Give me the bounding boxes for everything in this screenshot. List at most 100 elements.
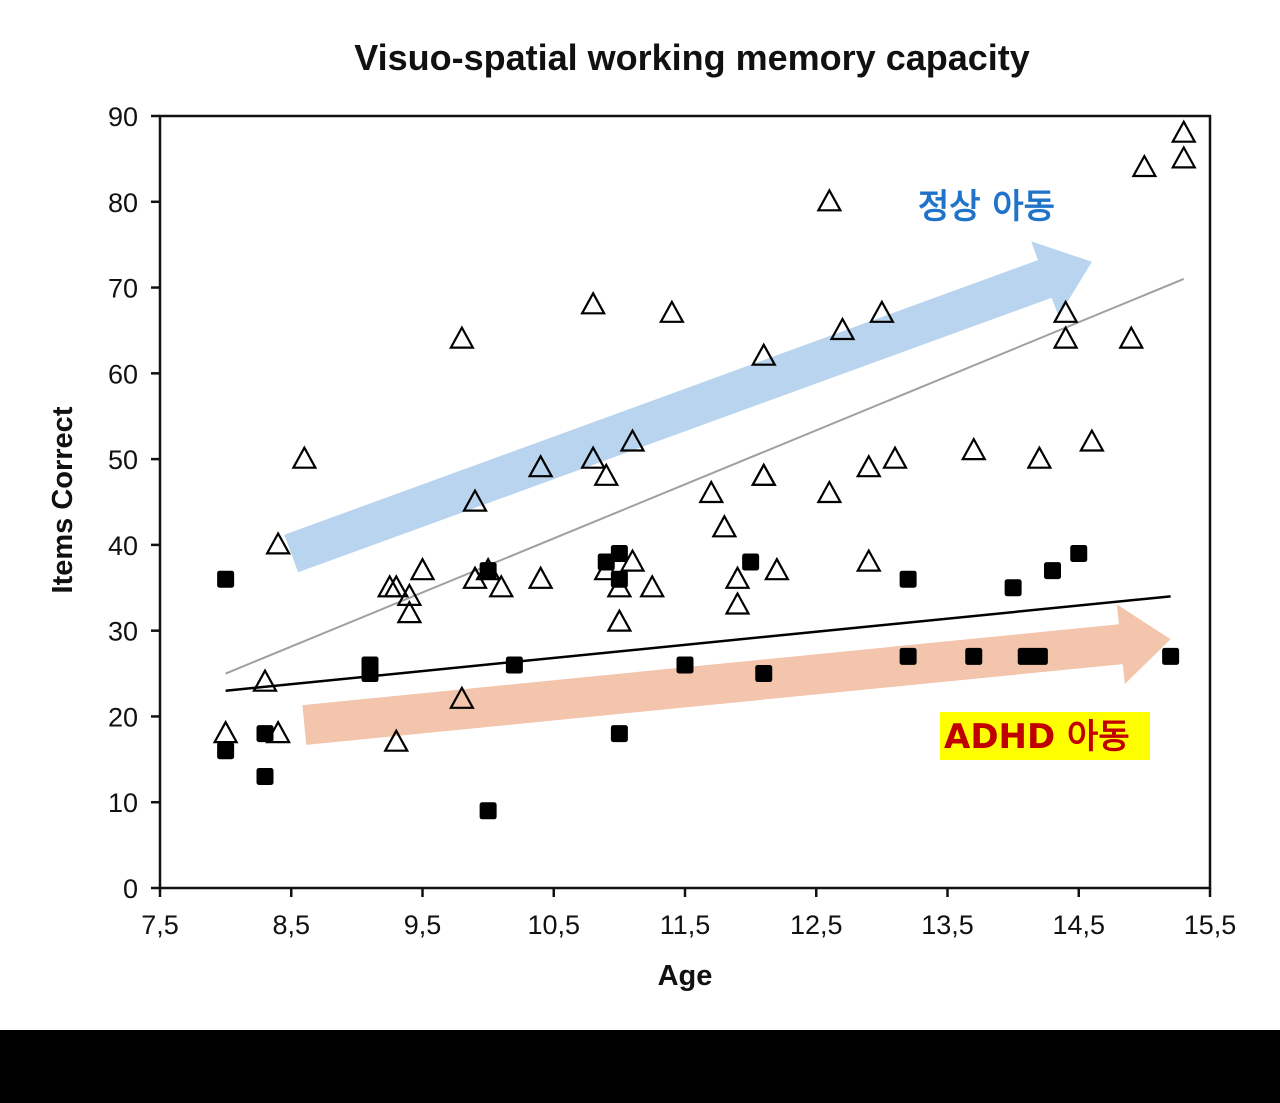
point-triangle xyxy=(1026,445,1053,469)
x-tick-label: 12,5 xyxy=(790,910,843,940)
point-triangle xyxy=(659,299,685,323)
point-square xyxy=(676,656,694,674)
point-triangle xyxy=(882,445,908,469)
plot-area-frame xyxy=(158,114,1212,890)
point-triangle xyxy=(764,556,790,581)
point-square xyxy=(965,647,983,665)
trend-arrows xyxy=(284,241,1171,745)
point-triangle xyxy=(449,685,475,709)
x-axis-title: Age xyxy=(658,960,713,992)
y-tick-label: 70 xyxy=(108,274,138,304)
point-triangle xyxy=(816,188,843,212)
point-square xyxy=(610,544,628,562)
trend-arrow-0 xyxy=(284,241,1092,573)
point-square xyxy=(479,802,497,820)
point-triangle xyxy=(816,479,843,504)
point-triangle xyxy=(1170,119,1197,143)
point-triangle xyxy=(639,574,666,598)
x-tick-label: 13,5 xyxy=(921,910,974,940)
trendline-1 xyxy=(225,595,1171,692)
y-axis-title: Items Correct xyxy=(47,406,79,593)
point-triangle xyxy=(449,325,475,349)
point-triangle xyxy=(488,574,515,598)
y-tick-label: 90 xyxy=(108,102,138,132)
chart-figure: Visuo-spatial working memory capacity 7,… xyxy=(0,0,1280,1030)
point-triangle xyxy=(698,479,725,504)
point-square xyxy=(899,570,917,588)
point-triangle xyxy=(383,574,410,598)
y-tick-label: 0 xyxy=(123,874,138,904)
point-triangle xyxy=(711,514,738,538)
x-tick-label: 10,5 xyxy=(527,910,580,940)
point-triangle xyxy=(580,291,606,315)
point-triangle xyxy=(593,462,620,486)
point-triangle xyxy=(606,608,633,632)
point-square xyxy=(1070,544,1088,562)
point-triangle xyxy=(396,582,423,607)
point-triangle xyxy=(1170,145,1197,169)
x-tick-label: 15,5 xyxy=(1184,910,1237,940)
x-tick-label: 9,5 xyxy=(404,910,442,940)
point-triangle xyxy=(750,342,777,366)
point-square xyxy=(217,742,235,760)
y-tick-label: 80 xyxy=(108,188,138,218)
point-triangle xyxy=(750,462,777,486)
point-square xyxy=(256,725,274,743)
point-square xyxy=(1030,647,1048,665)
point-square xyxy=(1017,647,1035,665)
point-triangle xyxy=(291,445,318,469)
point-square xyxy=(479,562,497,580)
point-triangle xyxy=(212,719,239,744)
annotation-typical-children: 정상 아동 xyxy=(918,187,1055,227)
point-triangle xyxy=(855,454,882,478)
point-triangle xyxy=(527,454,554,478)
scatter-chart: Visuo-spatial working memory capacity 7,… xyxy=(47,37,1236,992)
point-triangle xyxy=(829,316,856,341)
point-square xyxy=(256,767,274,785)
y-tick-label: 10 xyxy=(108,788,138,818)
point-triangle xyxy=(724,591,751,615)
point-square xyxy=(1004,579,1022,597)
y-tick-label: 40 xyxy=(108,531,138,561)
point-triangle xyxy=(1052,299,1079,323)
annotation-adhd-highlight xyxy=(940,712,1150,760)
annotation-adhd-children: ADHD 아동 xyxy=(944,717,1130,757)
point-triangle xyxy=(869,299,895,323)
point-triangle xyxy=(409,556,436,581)
point-triangle xyxy=(396,599,423,624)
point-square xyxy=(217,570,235,588)
x-tick-label: 14,5 xyxy=(1052,910,1105,940)
y-tick-label: 50 xyxy=(108,445,138,475)
point-triangle xyxy=(1052,325,1079,349)
point-triangle xyxy=(1118,325,1145,349)
x-tick-label: 11,5 xyxy=(660,910,711,940)
point-triangle xyxy=(960,436,987,461)
point-square xyxy=(505,656,523,674)
point-square xyxy=(1044,562,1061,580)
trendline-0 xyxy=(225,278,1185,675)
point-square xyxy=(610,570,628,588)
axis-ticks: 7,5 8,5 9,5 10,5 11,5 12,5 13,5 14,5 15,5 0 10 20 30… xyxy=(108,102,1236,940)
point-square xyxy=(1162,647,1180,665)
y-tick-label: 30 xyxy=(108,617,138,647)
trendlines xyxy=(225,278,1185,692)
point-triangle xyxy=(383,728,410,752)
x-tick-label: 7,5 xyxy=(141,910,179,940)
point-square xyxy=(610,725,628,743)
point-square xyxy=(899,647,917,665)
point-triangle xyxy=(265,531,291,555)
chart-title: Visuo-spatial working memory capacity xyxy=(354,37,1030,78)
trend-arrow-1 xyxy=(302,604,1171,745)
point-square xyxy=(597,553,615,571)
y-tick-label: 60 xyxy=(108,359,138,389)
point-square xyxy=(361,665,379,683)
x-tick-label: 8,5 xyxy=(272,910,310,940)
point-triangle xyxy=(750,462,777,486)
point-triangle xyxy=(855,548,882,572)
point-triangle xyxy=(580,445,606,469)
point-square xyxy=(742,553,760,571)
point-triangle xyxy=(1079,428,1105,452)
point-triangle xyxy=(252,668,278,692)
point-triangle xyxy=(619,428,646,452)
point-triangle xyxy=(527,565,554,589)
